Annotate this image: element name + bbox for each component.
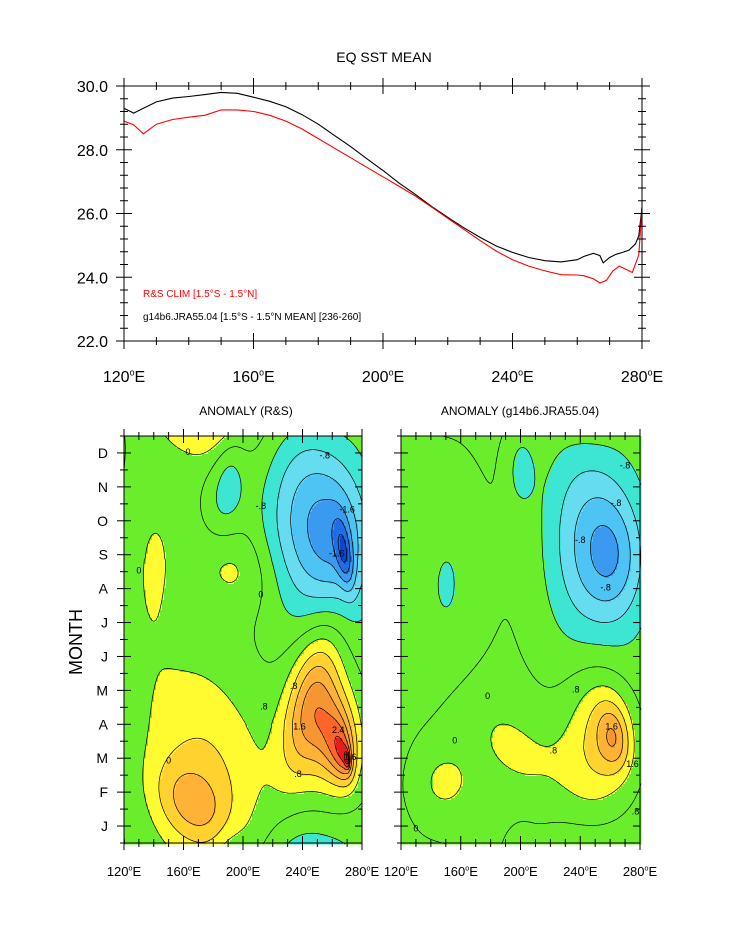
contour-label-7: 2.4: [332, 725, 345, 735]
x-tick-label-2: 200oE: [362, 367, 404, 386]
contour-x-tick-0: 120oE: [107, 864, 142, 879]
anomaly-rs-contour: ANOMALY (R&S) -.8 -.8 -1.6 -1.6 .8 .8 1.6 2.4 1.…: [96, 404, 379, 879]
contour-label-2: -1.6: [339, 505, 355, 515]
month-tick-10: N: [98, 479, 108, 495]
sst-mean-line-chart: EQ SST MEAN 120oE 160oE 200oE 240oE 280oE 30.…: [77, 49, 663, 386]
contour-label-8: .8: [632, 806, 640, 816]
panel-title-model: ANOMALY (g14b6.JRA55.04): [441, 404, 599, 418]
contour-label-6: 1.6: [626, 759, 639, 769]
month-tick-7: A: [99, 581, 109, 597]
contour-x-tick-0: 120oE: [384, 864, 419, 879]
y-tick-label-4: 22.0: [77, 334, 108, 351]
contour-label-1: -.8: [611, 498, 622, 508]
y-tick-label-2: 26.0: [77, 207, 108, 224]
contour-lines: [402, 435, 642, 845]
contour-label-3: -.8: [600, 583, 611, 593]
contour-fill: [124, 436, 363, 845]
line-axes: 120oE 160oE 200oE 240oE 280oE 30.0 28.0 26.0 24.…: [77, 78, 663, 386]
contour-label-9: .8: [294, 769, 302, 779]
y-axis-label-month: MONTH: [66, 609, 86, 675]
month-tick-6: J: [101, 615, 108, 631]
contour-axes: 120oE 160oE 200oE 240oE 280oE: [384, 429, 658, 879]
contour-x-tick-2: 200oE: [503, 864, 538, 879]
month-tick-4: M: [96, 682, 108, 698]
month-tick-2: M: [96, 750, 108, 766]
contour-labels: -.8 -.8 -1.6 -1.6 .8 .8 1.6 2.4 1.6 .8 0 0 0 0: [136, 447, 357, 779]
contour-label-4: .8: [572, 684, 580, 694]
month-tick-0: J: [101, 818, 108, 834]
y-tick-label-1: 28.0: [77, 143, 108, 160]
series-line-0: [123, 91, 643, 264]
contour-x-tick-2: 200oE: [226, 864, 261, 879]
contour-label-0: -.8: [320, 450, 331, 460]
x-tick-label-3: 240oE: [491, 367, 533, 386]
contour-label-11: 0: [136, 566, 141, 576]
contour-label-11: 0: [413, 823, 418, 833]
contour-label-8: 1.6: [344, 752, 357, 762]
month-tick-3: A: [99, 716, 109, 732]
y-tick-label-0: 30.0: [77, 79, 108, 96]
contour-label-4: .8: [290, 681, 298, 691]
chart-title: EQ SST MEAN: [336, 49, 431, 65]
contour-label-5: 1.6: [605, 722, 618, 732]
contour-label-3: -1.6: [329, 549, 345, 559]
legend-entry-model: g14b6.JRA55.04 [1.5°S - 1.5°N MEAN] [236…: [143, 312, 361, 323]
anomaly-model-contour: ANOMALY (g14b6.JRA55.04) -.8-.8-.8-.8.81…: [384, 404, 658, 879]
panel-title-rs: ANOMALY (R&S): [199, 404, 293, 418]
contour-label-10: 0: [185, 447, 190, 457]
contour-x-tick-1: 160oE: [444, 864, 479, 879]
contour-label-12: 0: [258, 589, 263, 599]
month-tick-5: J: [101, 648, 108, 664]
contour-x-tick-3: 240oE: [563, 864, 598, 879]
contour-fill: [401, 436, 642, 845]
contour-label-5: .8: [260, 701, 268, 711]
chart-legend: R&S CLIM [1.5°S - 1.5°N] g14b6.JRA55.04 …: [143, 289, 361, 323]
x-tick-label-0: 120oE: [103, 367, 145, 386]
legend-entry-rs-clim: R&S CLIM [1.5°S - 1.5°N]: [143, 289, 257, 300]
month-tick-9: O: [97, 513, 108, 529]
contour-x-tick-4: 280oE: [345, 864, 380, 879]
contour-label-13: 0: [166, 756, 171, 766]
contour-label-0: -.8: [620, 461, 631, 471]
contour-x-tick-3: 240oE: [285, 864, 320, 879]
contour-axes: 120oE 160oE 200oE 240oE 280oE J F M A M J J A S O N D: [96, 429, 380, 879]
contour-labels: -.8 -.8 -.8 -.8 .8 1.6 1.6 .8 .8 0 0 0: [413, 461, 640, 834]
x-tick-label-1: 160oE: [232, 367, 274, 386]
contour-lines: [123, 435, 363, 845]
contour-label-6: 1.6: [293, 722, 306, 732]
contour-label-7: .8: [550, 745, 558, 755]
line-plot-area: [123, 91, 643, 284]
contour-x-tick-1: 160oE: [166, 864, 201, 879]
plot-frame: [123, 85, 643, 342]
contour-label-9: 0: [485, 691, 490, 701]
series-line-1: [123, 109, 643, 284]
contour-label-10: 0: [452, 735, 457, 745]
month-tick-8: S: [99, 547, 108, 563]
month-tick-11: D: [98, 445, 108, 461]
y-tick-label-3: 24.0: [77, 270, 108, 287]
x-tick-label-4: 280oE: [621, 367, 663, 386]
month-tick-1: F: [99, 784, 108, 800]
contour-label-2: -.8: [575, 535, 586, 545]
contour-label-1: -.8: [256, 501, 267, 511]
contour-x-tick-4: 280oE: [623, 864, 658, 879]
